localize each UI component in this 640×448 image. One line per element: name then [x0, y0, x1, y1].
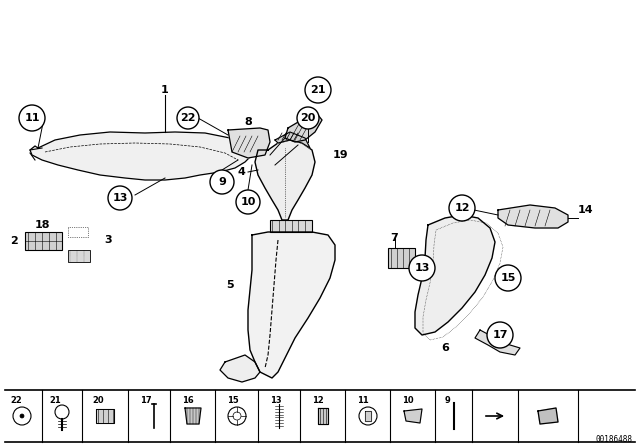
- Text: 22: 22: [180, 113, 196, 123]
- Circle shape: [20, 414, 24, 418]
- Text: 13: 13: [112, 193, 128, 203]
- Polygon shape: [404, 409, 422, 423]
- Text: 10: 10: [240, 197, 256, 207]
- Circle shape: [210, 170, 234, 194]
- Text: 12: 12: [454, 203, 470, 213]
- Polygon shape: [220, 355, 260, 382]
- Text: 20: 20: [92, 396, 104, 405]
- Text: 1: 1: [161, 85, 169, 95]
- Circle shape: [409, 255, 435, 281]
- Text: 21: 21: [310, 85, 326, 95]
- Text: 22: 22: [10, 396, 22, 405]
- Text: 6: 6: [441, 343, 449, 353]
- Circle shape: [108, 186, 132, 210]
- Text: 11: 11: [357, 396, 369, 405]
- Text: 15: 15: [500, 273, 516, 283]
- Text: 00186488: 00186488: [595, 435, 632, 444]
- Text: 12: 12: [312, 396, 324, 405]
- Circle shape: [449, 195, 475, 221]
- Circle shape: [236, 190, 260, 214]
- Polygon shape: [285, 115, 322, 142]
- Polygon shape: [538, 408, 558, 424]
- Polygon shape: [255, 140, 315, 220]
- Text: 16: 16: [182, 396, 194, 405]
- Polygon shape: [475, 330, 520, 355]
- Text: 13: 13: [414, 263, 429, 273]
- Polygon shape: [365, 411, 371, 421]
- Polygon shape: [228, 128, 270, 158]
- Polygon shape: [30, 132, 252, 180]
- Polygon shape: [275, 132, 310, 148]
- Text: 19: 19: [332, 150, 348, 160]
- Circle shape: [19, 105, 45, 131]
- Circle shape: [177, 107, 199, 129]
- Circle shape: [305, 77, 331, 103]
- Polygon shape: [318, 408, 328, 424]
- Polygon shape: [185, 408, 201, 424]
- Text: 21: 21: [49, 396, 61, 405]
- Text: 14: 14: [578, 205, 594, 215]
- Text: 2: 2: [10, 236, 18, 246]
- Text: 10: 10: [402, 396, 413, 405]
- Circle shape: [495, 265, 521, 291]
- Text: 8: 8: [244, 117, 252, 127]
- Text: 9: 9: [445, 396, 451, 405]
- Text: 17: 17: [140, 396, 152, 405]
- Polygon shape: [25, 232, 62, 250]
- Text: 13: 13: [270, 396, 282, 405]
- Polygon shape: [415, 215, 495, 335]
- Text: 9: 9: [218, 177, 226, 187]
- Text: 15: 15: [227, 396, 239, 405]
- Text: 11: 11: [24, 113, 40, 123]
- Polygon shape: [248, 232, 335, 378]
- Text: 5: 5: [226, 280, 234, 290]
- Text: 7: 7: [390, 233, 397, 243]
- Text: 20: 20: [300, 113, 316, 123]
- Polygon shape: [388, 248, 415, 268]
- Circle shape: [487, 322, 513, 348]
- Text: 3: 3: [104, 235, 112, 245]
- Polygon shape: [5, 390, 635, 442]
- Polygon shape: [68, 250, 90, 262]
- Text: 4: 4: [237, 167, 245, 177]
- Text: 18: 18: [35, 220, 50, 230]
- Text: 17: 17: [492, 330, 508, 340]
- Polygon shape: [270, 220, 312, 232]
- Circle shape: [297, 107, 319, 129]
- Polygon shape: [96, 409, 114, 423]
- Polygon shape: [498, 205, 568, 228]
